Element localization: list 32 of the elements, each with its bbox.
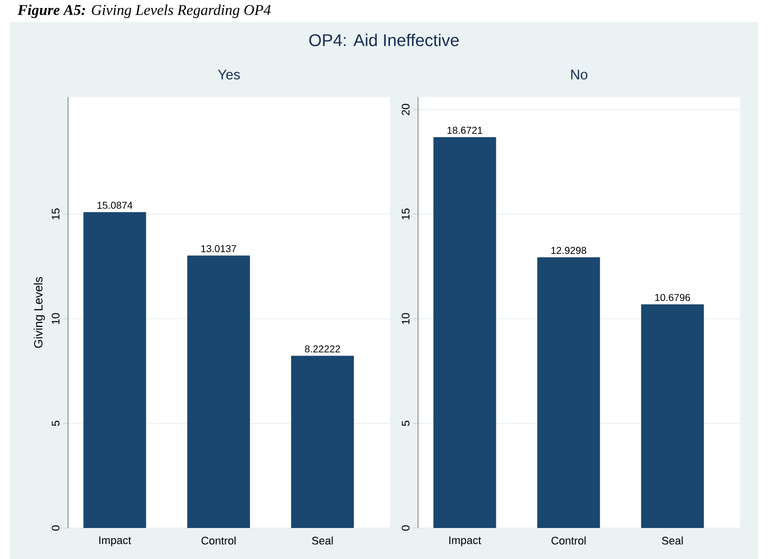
text: OP4: Aid Ineffective — [309, 34, 459, 46]
x-tick-label: Control — [552, 536, 586, 545]
y-tick-label: 20 — [402, 104, 410, 116]
chart-title: Yes — [218, 70, 240, 80]
text: Figure A5: Giving Levels Regarding OP4 — [18, 4, 271, 18]
bar — [187, 256, 250, 528]
x-tick-label: Control — [202, 536, 236, 545]
y-tick-label: 0 — [402, 525, 410, 531]
bar — [537, 257, 600, 528]
bar — [83, 212, 146, 528]
data-label: 18.6721 — [448, 126, 482, 134]
y-axis-title: Giving Levels — [34, 277, 45, 348]
data-label: 8.22222 — [304, 345, 340, 352]
data-label: 15.0874 — [98, 202, 132, 209]
chart-title: No — [571, 70, 588, 80]
y-tick-label: 15 — [52, 208, 60, 220]
x-tick-label: Impact — [99, 536, 132, 546]
bar — [641, 304, 704, 528]
x-tick-label: Impact — [449, 536, 482, 546]
y-tick-label: 5 — [52, 420, 60, 426]
bar — [433, 137, 496, 528]
data-label: 10.6796 — [655, 294, 690, 302]
data-label: 12.9298 — [551, 246, 586, 254]
x-tick-label: Seal — [662, 536, 683, 545]
data-label: 13.0137 — [201, 245, 236, 252]
y-tick-label: 15 — [402, 208, 410, 220]
y-tick-label: 10 — [52, 313, 60, 324]
x-tick-label: Seal — [312, 536, 333, 545]
bar — [291, 356, 354, 528]
y-tick-label: 0 — [52, 525, 60, 531]
y-tick-label: 10 — [402, 313, 410, 324]
y-tick-label: 5 — [402, 420, 410, 426]
